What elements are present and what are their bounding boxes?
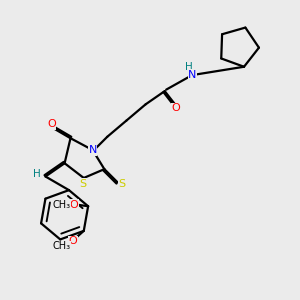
Text: H: H <box>33 169 41 178</box>
Text: O: O <box>47 119 56 129</box>
Text: H: H <box>185 62 193 72</box>
Text: CH₃: CH₃ <box>52 242 70 251</box>
Text: CH₃: CH₃ <box>52 200 71 210</box>
Text: N: N <box>188 70 196 80</box>
Text: O: O <box>70 200 78 210</box>
Text: S: S <box>118 179 125 189</box>
Text: S: S <box>80 179 87 189</box>
Text: O: O <box>68 236 77 246</box>
Text: O: O <box>172 103 181 113</box>
Text: N: N <box>88 145 97 155</box>
